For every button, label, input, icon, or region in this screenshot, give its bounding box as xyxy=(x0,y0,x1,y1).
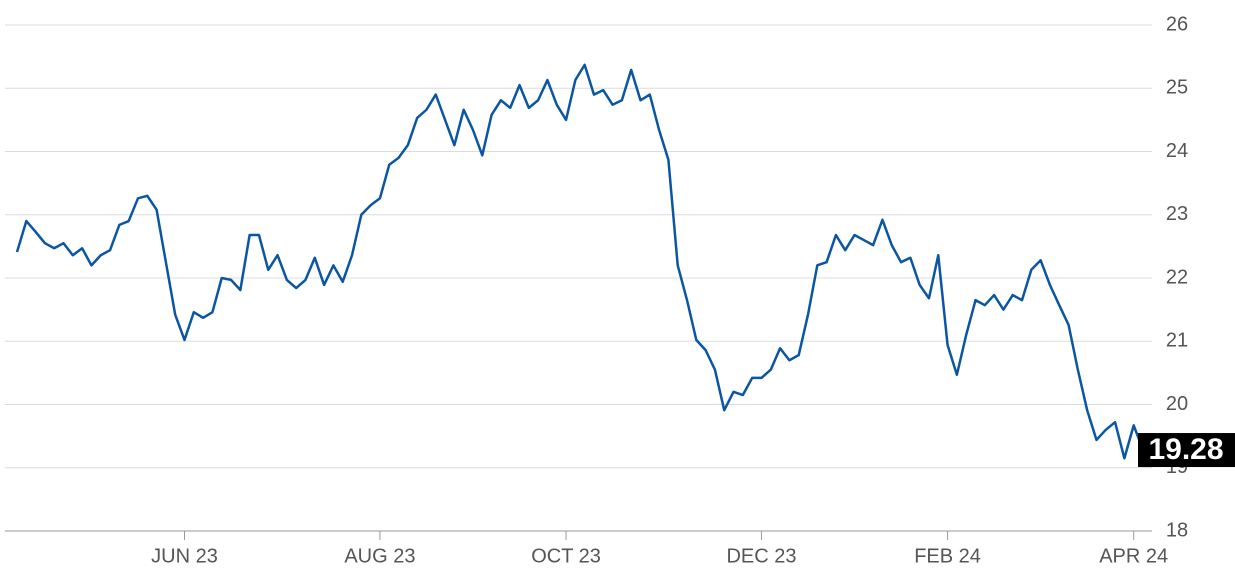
y-tick-label: 20 xyxy=(1166,393,1188,415)
y-tick-label: 24 xyxy=(1166,140,1188,162)
price-line xyxy=(15,63,1145,460)
x-tick-label: JUN 23 xyxy=(151,545,218,567)
x-tick-label: OCT 23 xyxy=(531,545,601,567)
y-tick-label: 18 xyxy=(1166,519,1188,541)
x-tick-label: AUG 23 xyxy=(344,545,415,567)
x-tick-label: FEB 24 xyxy=(914,545,981,567)
x-tick-label: APR 24 xyxy=(1099,545,1168,567)
y-tick-label: 21 xyxy=(1166,330,1188,352)
x-tick-label: DEC 23 xyxy=(726,545,796,567)
y-tick-label: 26 xyxy=(1166,13,1188,35)
y-tick-label: 23 xyxy=(1166,203,1188,225)
last-value-label: 19.28 xyxy=(1148,433,1223,466)
last-value-box xyxy=(1138,433,1235,468)
y-tick-label: 22 xyxy=(1166,266,1188,288)
y-tick-label: 25 xyxy=(1166,77,1188,99)
